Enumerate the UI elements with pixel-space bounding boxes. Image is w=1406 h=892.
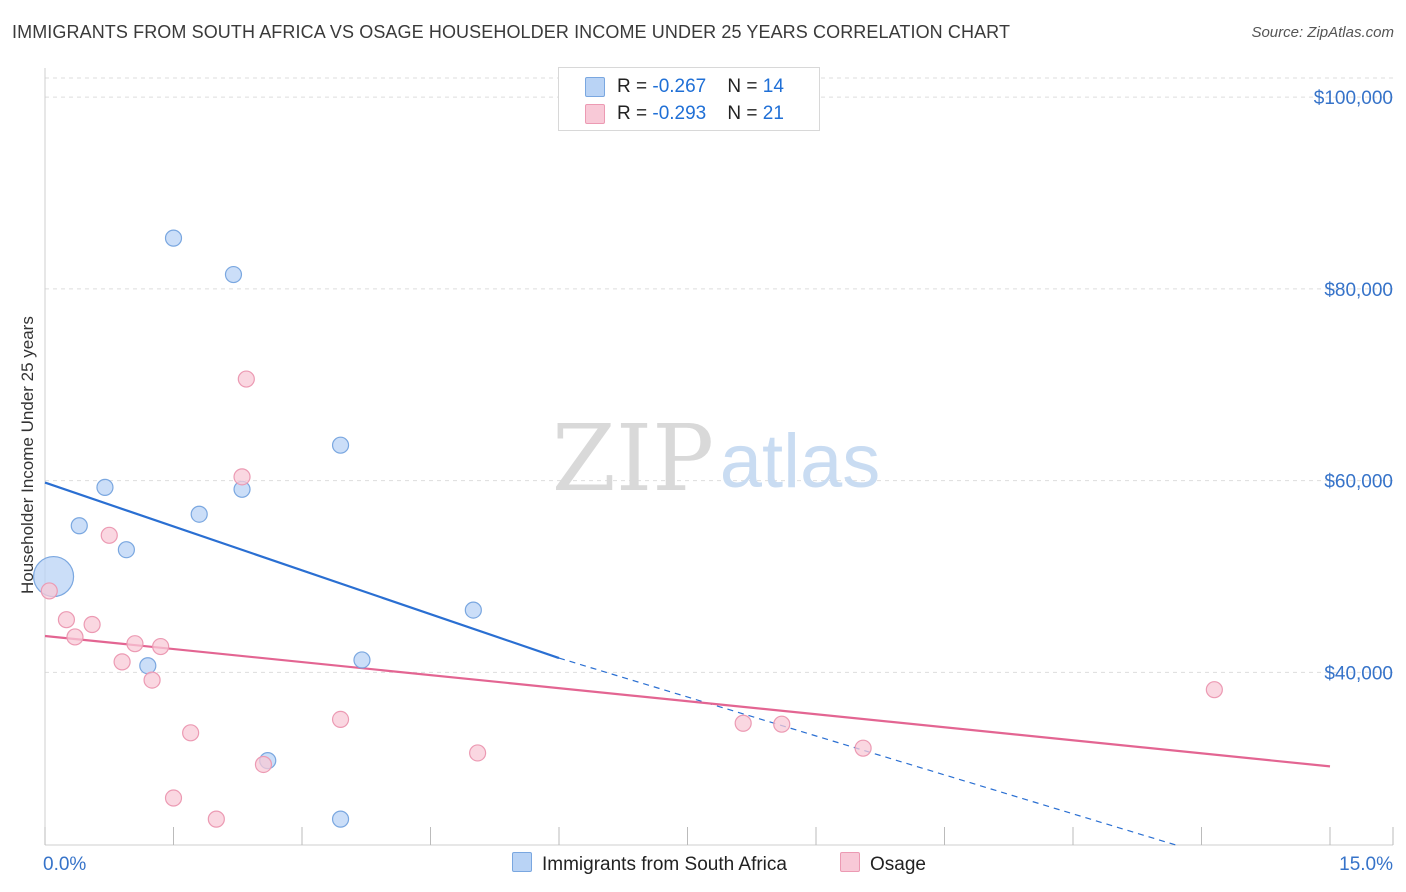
tick-labels: $40,000 $60,000 $80,000 $100,000 0.0% 15.0% [43, 88, 1393, 875]
data-point-south-africa [117, 541, 135, 559]
x-tick-label: 0.0% [43, 854, 86, 875]
y-tick-label: $80,000 [1324, 280, 1393, 301]
data-point-osage [207, 810, 225, 828]
data-point-south-africa [70, 517, 88, 535]
data-point-osage [734, 714, 752, 732]
trend-line-south-africa [44, 481, 560, 660]
y-axis-label: Householder Income Under 25 years [18, 316, 37, 594]
data-point-osage [152, 637, 170, 656]
data-point-south-africa [353, 651, 371, 669]
y-tick-label: $100,000 [1314, 88, 1393, 109]
data-point-osage [773, 715, 791, 733]
y-tick-label: $40,000 [1324, 663, 1393, 684]
legend-n-label: N = [727, 103, 763, 124]
legend-n-value: 14 [762, 76, 784, 97]
legend-swatch-blue [512, 852, 532, 872]
data-point-south-africa [139, 657, 157, 675]
legend-swatch-pink [585, 104, 605, 124]
data-point-osage [1205, 681, 1223, 699]
data-point-osage [126, 635, 144, 653]
data-point-osage [233, 468, 251, 486]
legend-r-value: -0.267 [652, 76, 707, 97]
legend-r-label: R = [617, 103, 653, 124]
data-point-south-africa [96, 478, 114, 496]
chart-title: IMMIGRANTS FROM SOUTH AFRICA VS OSAGE HO… [12, 22, 1011, 42]
data-point-osage [469, 744, 487, 762]
data-point-osage [83, 615, 101, 634]
data-point-osage [854, 739, 872, 757]
data-point-osage [182, 724, 200, 742]
legend-swatch-blue [585, 77, 605, 97]
y-tick-label: $60,000 [1324, 472, 1393, 493]
legend-label-south-africa: Immigrants from South Africa [542, 854, 787, 875]
x-tick-label: 15.0% [1339, 854, 1393, 875]
data-point-osage [40, 582, 58, 600]
data-point-south-africa [331, 436, 350, 454]
data-point-south-africa [190, 505, 208, 523]
data-point-south-africa [164, 229, 183, 247]
trend-line-osage [44, 634, 1331, 768]
watermark-atlas: atlas [720, 419, 881, 504]
legend-swatch-pink [840, 852, 860, 872]
data-point-south-africa [331, 810, 350, 828]
data-point-south-africa [464, 601, 482, 619]
legend-n-value: 21 [762, 103, 784, 124]
legend-label-osage: Osage [870, 854, 926, 875]
axes [44, 68, 1394, 846]
legend-n-label: N = [727, 76, 763, 97]
data-point-osage [100, 526, 118, 544]
data-points [32, 229, 1223, 828]
watermark: ZIP atlas [552, 405, 880, 512]
data-point-osage [113, 653, 131, 671]
source-label: Source: ZipAtlas.com [1251, 24, 1394, 41]
bottom-legend-south-africa[interactable]: Immigrants from South Africa [512, 852, 787, 876]
bottom-legend-osage[interactable]: Osage [840, 852, 926, 876]
data-point-osage [66, 628, 84, 646]
legend-r-value: -0.293 [652, 103, 707, 124]
data-point-osage [164, 789, 183, 807]
watermark-zip: ZIP [552, 405, 714, 512]
correlation-legend: R = -0.267 N = 14 R = -0.293 N = 21 [558, 67, 820, 131]
data-point-osage [237, 370, 255, 388]
trend-lines [44, 481, 1331, 846]
data-point-osage [57, 611, 76, 629]
legend-r-label: R = [617, 76, 653, 97]
data-point-south-africa [224, 265, 243, 284]
data-point-osage [331, 710, 350, 729]
data-point-osage [143, 671, 161, 689]
data-point-osage [254, 755, 273, 774]
